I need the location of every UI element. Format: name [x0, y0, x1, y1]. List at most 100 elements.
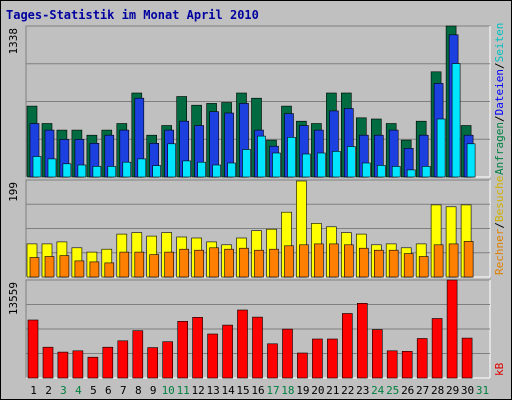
bar-seiten-28 [436, 118, 446, 178]
legend-entry: Besuche [493, 176, 506, 222]
bar-kb-1 [27, 319, 39, 379]
bar-seiten-21 [332, 151, 341, 178]
x-tick-label-day-3: 3 [60, 384, 67, 397]
bar-rechner-29 [448, 243, 459, 278]
bar-rechner-27 [418, 256, 429, 278]
bar-rechner-25 [388, 249, 399, 278]
bar-rechner-7 [119, 251, 130, 278]
bar-seiten-5 [92, 166, 102, 178]
x-tick-label-day-27: 27 [416, 384, 429, 397]
bar-kb-18 [282, 328, 293, 379]
bar-rechner-17 [269, 248, 279, 278]
bar-seiten-25 [391, 166, 401, 178]
bar-kb-11 [177, 320, 188, 379]
bar-kb-13 [207, 333, 218, 379]
bar-kb-8 [132, 330, 144, 379]
x-tick-label-day-24: 24 [371, 384, 385, 397]
bar-seiten-11 [182, 160, 191, 178]
bar-rechner-30 [463, 241, 474, 278]
legend-entry: / [493, 62, 506, 69]
bar-rechner-5 [89, 261, 100, 278]
x-tick-label-day-25: 25 [386, 384, 399, 397]
x-tick-label-day-31: 31 [476, 384, 489, 397]
bar-seiten-23 [361, 162, 371, 178]
x-tick-label-day-6: 6 [105, 384, 112, 397]
bar-rechner-14 [224, 248, 234, 278]
bar-seiten-12 [197, 161, 206, 178]
bar-rechner-4 [74, 260, 85, 278]
bar-rechner-22 [343, 244, 354, 278]
bar-seiten-9 [152, 165, 161, 178]
bar-seiten-14 [227, 162, 236, 178]
bar-kb-4 [72, 350, 84, 379]
bar-kb-27 [416, 338, 428, 379]
bar-kb-20 [312, 338, 323, 379]
bar-kb-15 [237, 309, 248, 379]
x-tick-label-day-29: 29 [446, 384, 459, 397]
bar-kb-12 [192, 316, 203, 379]
bar-rechner-20 [314, 243, 324, 278]
x-tick-label-day-5: 5 [90, 384, 97, 397]
x-tick-label-day-18: 18 [281, 384, 294, 397]
bar-kb-24 [371, 329, 383, 379]
bar-rechner-19 [299, 244, 309, 278]
bar-seiten-4 [77, 164, 87, 178]
x-tick-label-day-9: 9 [150, 384, 157, 397]
bar-kb-7 [117, 340, 129, 379]
x-tick-label-day-20: 20 [311, 384, 324, 397]
x-tick-label-day-26: 26 [401, 384, 414, 397]
legend-entry: kB [493, 362, 506, 376]
bar-kb-17 [267, 343, 278, 379]
x-tick-label-day-11: 11 [177, 384, 190, 397]
bar-rechner-23 [358, 247, 369, 278]
legend-bottom: kB [493, 362, 506, 376]
bar-kb-28 [431, 318, 443, 379]
x-tick-label-day-30: 30 [461, 384, 474, 397]
y-max-label-top: 1338 [7, 28, 20, 55]
bar-kb-21 [327, 338, 338, 379]
legend-entry: Anfragen [493, 122, 506, 175]
bar-rechner-18 [284, 245, 294, 278]
bar-rechner-26 [403, 253, 414, 278]
x-tick-label-day-4: 4 [75, 384, 82, 397]
bar-rechner-12 [194, 249, 204, 278]
bar-seiten-19 [302, 153, 311, 178]
x-tick-label-day-2: 2 [45, 384, 52, 397]
bar-seiten-15 [242, 149, 251, 178]
bar-kb-29 [446, 279, 458, 379]
bar-rechner-9 [149, 254, 159, 278]
x-tick-label-day-22: 22 [341, 384, 354, 397]
bar-seiten-16 [257, 135, 266, 178]
bar-rechner-3 [59, 255, 70, 278]
x-tick-label-day-14: 14 [221, 384, 235, 397]
bar-seiten-1 [32, 156, 42, 178]
x-tick-label-day-15: 15 [236, 384, 249, 397]
bar-seiten-7 [122, 161, 132, 178]
x-tick-label-day-28: 28 [431, 384, 444, 397]
bar-seiten-6 [107, 166, 117, 178]
bar-kb-14 [222, 324, 233, 379]
x-tick-label-day-7: 7 [120, 384, 127, 397]
bar-rechner-28 [433, 244, 444, 278]
bar-seiten-30 [466, 143, 476, 178]
bar-seiten-13 [212, 164, 221, 178]
bar-rechner-8 [134, 251, 145, 278]
bar-rechner-6 [104, 262, 115, 278]
bar-kb-16 [252, 316, 263, 379]
bar-kb-22 [341, 313, 353, 379]
legend-entry: Dateien [493, 69, 506, 115]
bar-rechner-11 [179, 248, 189, 278]
bar-seiten-10 [167, 143, 176, 178]
bar-rechner-21 [329, 243, 339, 278]
bar-kb-30 [461, 337, 473, 379]
x-tick-label-day-21: 21 [326, 384, 339, 397]
bar-kb-23 [356, 302, 368, 379]
bar-seiten-27 [421, 166, 431, 178]
bar-rechner-2 [44, 256, 55, 278]
bar-seiten-29 [451, 63, 461, 178]
bar-rechner-1 [29, 257, 40, 278]
bar-rechner-10 [164, 251, 174, 278]
bar-kb-2 [42, 346, 54, 379]
legend-top: Anfragen/Dateien/Seiten [493, 23, 506, 175]
